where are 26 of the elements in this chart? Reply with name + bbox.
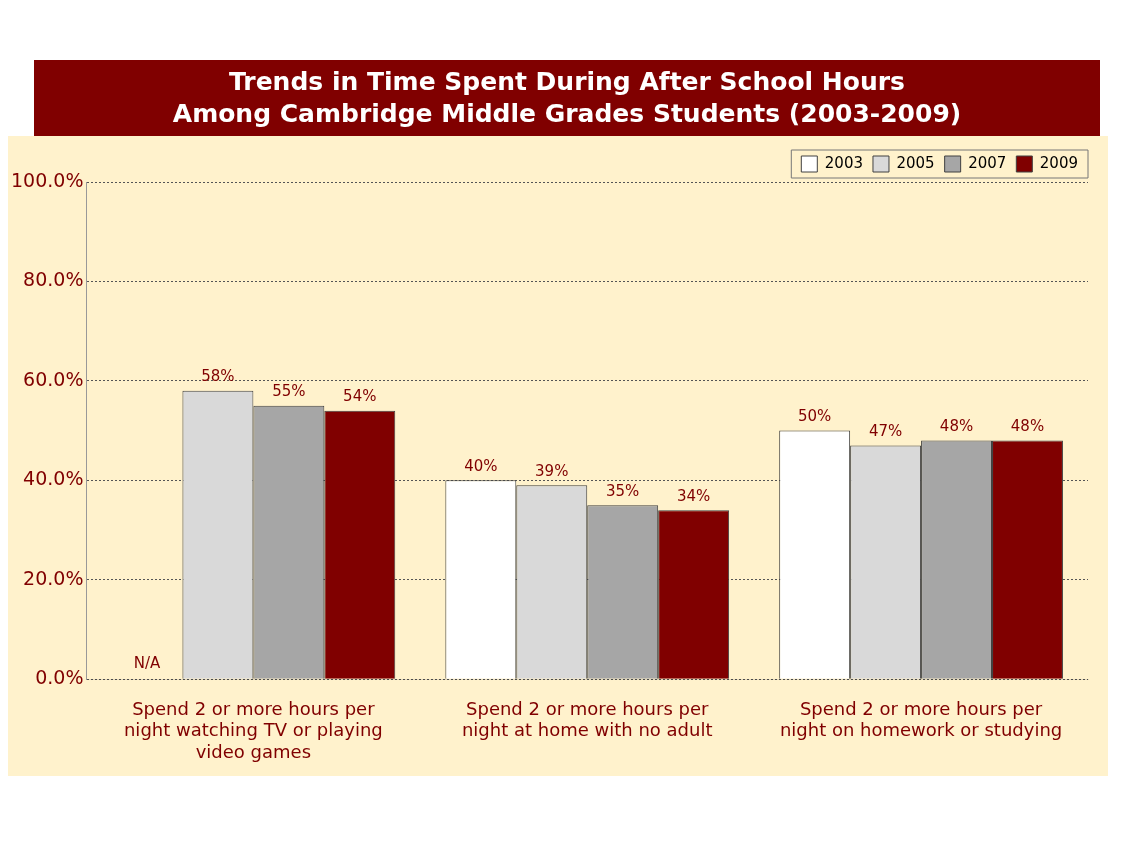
legend-label: 2007	[968, 153, 1007, 172]
data-label: 35%	[606, 481, 640, 500]
y-tick-label: 40.0%	[23, 467, 84, 490]
data-label: 54%	[343, 387, 377, 406]
legend-label: 2003	[824, 153, 863, 172]
data-label: 50%	[797, 406, 832, 425]
y-tick-label: 0.0%	[35, 666, 84, 689]
x-tick-label: Spend 2 or more hours per night at home with no adult	[461, 697, 713, 741]
chart-title: Trends in Time Spent During After School Hours Among Cambridge Middle Grades Students (2003-2009)	[34, 60, 1100, 136]
data-label: 48%	[939, 416, 974, 435]
data-label: 34%	[676, 486, 711, 505]
data-label: 55%	[272, 382, 306, 401]
data-label: 58%	[201, 367, 235, 386]
y-tick-label: 80.0%	[23, 268, 84, 291]
x-tick-label: Spend 2 or more hours per night on homework or studying	[779, 697, 1063, 741]
data-label: 47%	[868, 421, 903, 440]
x-tick-label: Spend 2 or more hours per night watching TV or playing video games	[123, 697, 383, 762]
legend-label: 2005	[896, 153, 935, 172]
y-tick-label: 20.0%	[23, 566, 84, 589]
data-label: 40%	[464, 456, 498, 475]
data-label: 48%	[1010, 416, 1045, 435]
text: N/A	[133, 653, 161, 672]
y-tick-label: 60.0%	[23, 367, 84, 390]
data-label: 39%	[535, 461, 569, 480]
y-tick-label: 100.0%	[10, 168, 84, 191]
legend-label: 2009	[1039, 153, 1079, 172]
